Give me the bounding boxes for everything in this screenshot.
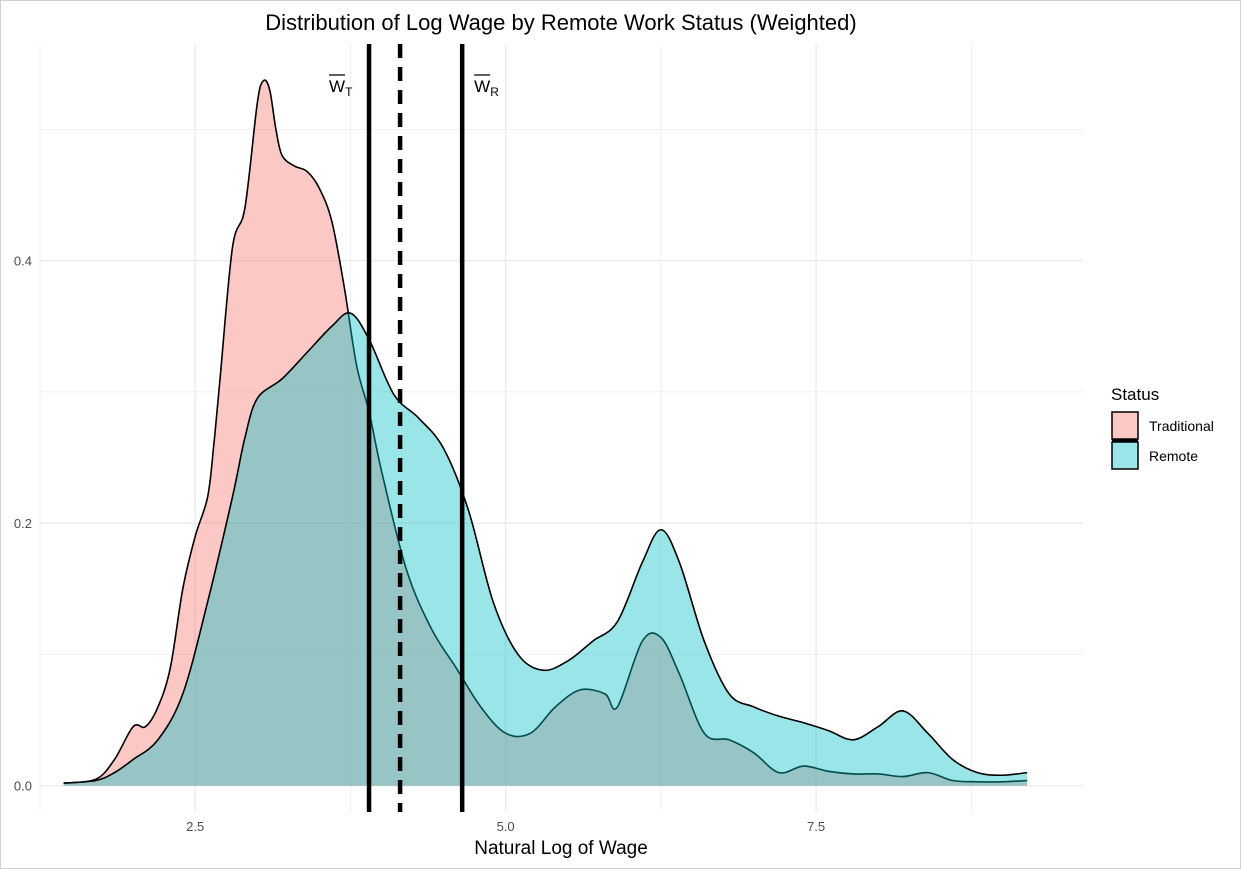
legend-item-remote[interactable]: Remote: [1111, 441, 1198, 470]
y-tick-label: 0.2: [14, 516, 32, 531]
density-curve-remote: [63, 312, 1028, 784]
x-tick-label: 2.5: [186, 819, 204, 834]
legend-title: Status: [1111, 385, 1159, 404]
legend-label-traditional: Traditional: [1149, 418, 1214, 434]
legend: Status Traditional Remote: [1111, 385, 1214, 470]
legend-item-traditional[interactable]: Traditional: [1111, 411, 1214, 440]
y-axis-ticks: 0.0 0.2 0.4: [14, 254, 32, 794]
x-tick-label: 7.5: [807, 819, 825, 834]
mean-label-r: WR: [474, 77, 499, 99]
mean-lines: [366, 44, 465, 812]
x-axis-ticks: 2.5 5.0 7.5: [186, 819, 825, 834]
major-gridlines: [40, 44, 1083, 812]
y-tick-label: 0.4: [14, 254, 32, 269]
density-area-traditional: [63, 80, 1028, 786]
legend-key-traditional: [1111, 411, 1139, 440]
x-tick-label: 5.0: [497, 819, 515, 834]
density-curve-traditional: [63, 79, 1028, 784]
y-tick-label: 0.0: [14, 779, 32, 794]
density-areas: [63, 79, 1028, 786]
minor-gridlines: [39, 44, 1083, 812]
density-area-remote: [63, 312, 1028, 786]
legend-key-remote: [1111, 441, 1139, 470]
legend-label-remote: Remote: [1149, 448, 1198, 464]
mean-label-t: WT: [329, 77, 353, 99]
chart-title: Distribution of Log Wage by Remote Work …: [265, 10, 856, 35]
x-axis-label: Natural Log of Wage: [474, 838, 648, 859]
mean-annotations: WT WR: [329, 74, 499, 99]
